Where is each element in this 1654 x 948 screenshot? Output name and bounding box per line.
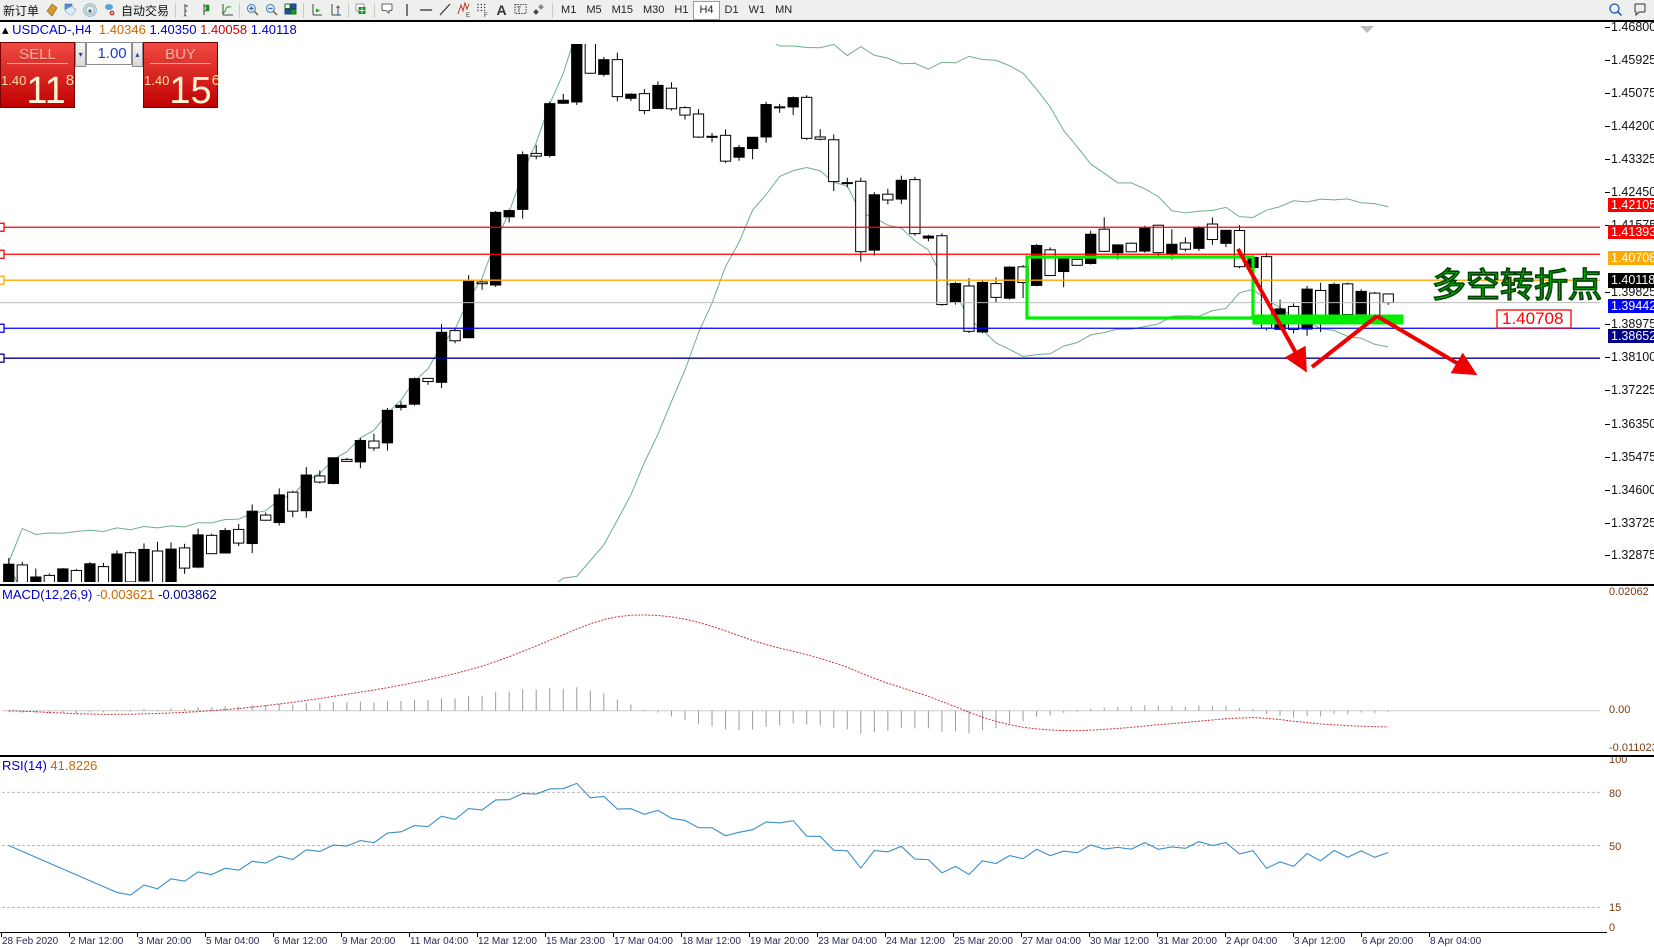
svg-text:T: T <box>516 6 521 15</box>
svg-text:E: E <box>466 13 470 18</box>
svg-text:1.40708: 1.40708 <box>1502 309 1563 328</box>
svg-text:F: F <box>484 13 488 18</box>
svg-text:多空转折点: 多空转折点 <box>1432 267 1602 305</box>
